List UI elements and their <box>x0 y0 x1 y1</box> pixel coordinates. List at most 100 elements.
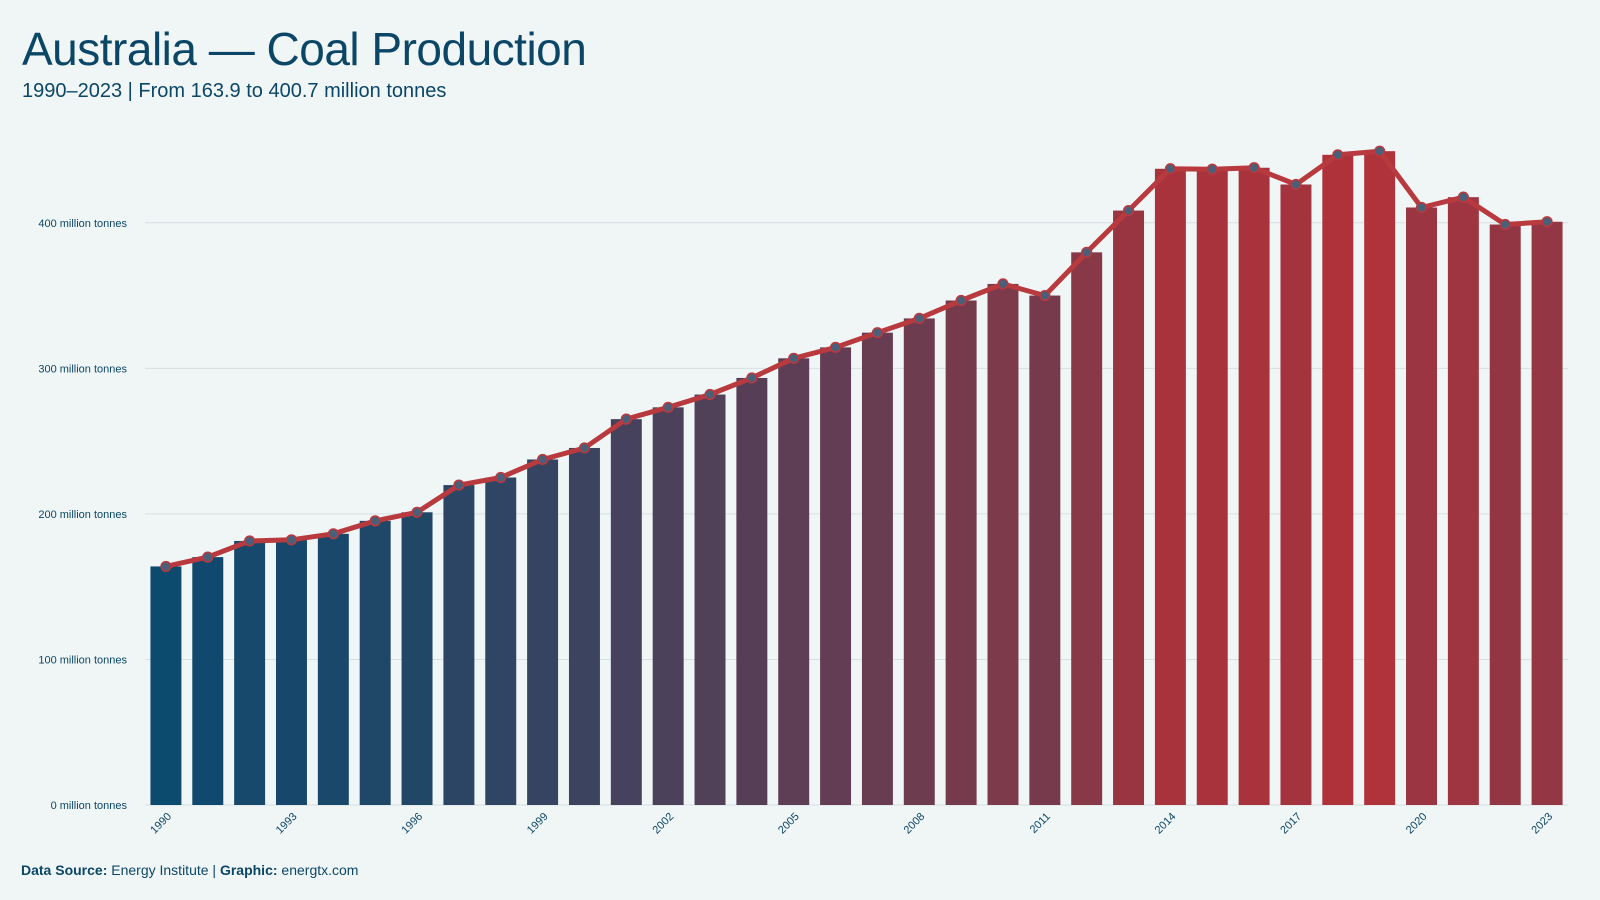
gridlines <box>145 222 1568 806</box>
bar <box>861 332 893 805</box>
data-source-label: Data Source: <box>21 862 108 878</box>
data-point <box>788 352 800 364</box>
data-point <box>1374 145 1386 157</box>
bar <box>1364 151 1396 806</box>
x-tick-label: 2011 <box>1028 811 1053 836</box>
bar <box>610 419 642 805</box>
x-tick-label: 2002 <box>650 811 676 837</box>
x-tick-label: 1993 <box>274 811 300 837</box>
data-point <box>495 471 507 484</box>
y-axis: 0 million tonnes 100 million tonnes 200 mi… <box>38 218 127 812</box>
data-source-value: Energy Institute <box>111 862 209 878</box>
bar <box>1489 224 1521 806</box>
footer-credits: Data Source: Energy Institute | Graphic:… <box>21 862 358 878</box>
x-tick-label: 2020 <box>1404 811 1430 837</box>
bar <box>1280 184 1312 805</box>
bar <box>1113 210 1145 805</box>
data-point <box>327 528 339 540</box>
data-point <box>1415 201 1428 214</box>
data-point <box>704 388 716 401</box>
bar <box>527 459 559 805</box>
bar <box>1447 197 1479 805</box>
data-point <box>1122 204 1135 217</box>
data-point <box>1206 163 1218 175</box>
bar <box>820 347 852 805</box>
data-point <box>1081 246 1093 258</box>
data-point <box>578 442 591 454</box>
bar <box>1071 252 1103 805</box>
data-point <box>1248 162 1260 174</box>
data-point <box>411 506 423 518</box>
bar <box>652 407 684 805</box>
bar <box>1406 207 1438 805</box>
x-tick-label: 2017 <box>1278 811 1304 837</box>
bar <box>317 533 349 805</box>
graphic-label: Graphic: <box>219 862 278 878</box>
data-point <box>662 401 674 413</box>
bar <box>1154 168 1186 805</box>
data-point <box>1164 163 1176 175</box>
data-point <box>369 515 381 527</box>
bar <box>1322 154 1354 805</box>
bar <box>736 377 768 805</box>
data-point <box>202 551 214 563</box>
data-point <box>620 413 632 425</box>
x-tick-label: 2014 <box>1153 811 1179 837</box>
bar <box>1238 167 1270 805</box>
x-tick-label: 1999 <box>525 811 551 837</box>
x-tick-label: 2005 <box>776 811 802 837</box>
bar <box>359 520 391 805</box>
bar <box>778 358 810 805</box>
data-point <box>453 479 465 491</box>
data-point <box>913 312 925 325</box>
bar <box>150 566 182 805</box>
data-point <box>1332 149 1344 161</box>
bar <box>987 283 1019 805</box>
bar <box>234 540 266 805</box>
chart-title: Australia — Coal Production <box>22 23 587 75</box>
x-tick-label: 2008 <box>902 811 928 837</box>
data-point <box>746 372 758 384</box>
y-tick-label: 300 million tonnes <box>38 363 127 375</box>
y-tick-label: 0 million tonnes <box>51 800 128 812</box>
bar <box>945 300 977 805</box>
bar <box>1531 221 1563 805</box>
trend-line-group <box>163 148 1550 569</box>
bar <box>401 512 433 805</box>
data-point <box>160 560 172 573</box>
data-point <box>285 534 298 546</box>
data-point <box>829 341 842 353</box>
data-point <box>537 453 549 466</box>
data-point <box>1499 218 1511 231</box>
data-point <box>997 278 1009 290</box>
bar <box>1196 169 1228 806</box>
graphic-value: energtx.com <box>281 862 359 878</box>
data-point <box>1457 191 1469 203</box>
bars <box>150 151 1563 806</box>
data-point <box>1039 289 1051 302</box>
y-tick-label: 400 million tonnes <box>38 218 127 230</box>
points <box>160 145 1553 573</box>
bar <box>568 447 600 805</box>
trend-line <box>163 148 1550 569</box>
bar <box>485 477 517 805</box>
bar <box>192 557 224 805</box>
bar <box>443 485 475 805</box>
bar <box>694 394 726 805</box>
data-point <box>955 294 967 307</box>
data-point <box>1541 216 1553 228</box>
y-tick-label: 100 million tonnes <box>38 654 127 666</box>
chart-subtitle: 1990–2023 | From 163.9 to 400.7 million … <box>22 80 447 102</box>
footer-separator: | <box>212 862 217 878</box>
data-point <box>244 535 256 547</box>
y-tick-label: 200 million tonnes <box>38 509 127 521</box>
bar <box>903 318 935 805</box>
x-tick-label: 1996 <box>399 811 425 837</box>
bar <box>275 539 307 805</box>
data-point <box>1290 178 1302 191</box>
x-tick-label: 2023 <box>1529 811 1555 837</box>
x-axis: 1990 1993 1996 1999 2002 2005 2008 2011 2014 2017… <box>148 811 1555 837</box>
data-point <box>871 327 884 339</box>
